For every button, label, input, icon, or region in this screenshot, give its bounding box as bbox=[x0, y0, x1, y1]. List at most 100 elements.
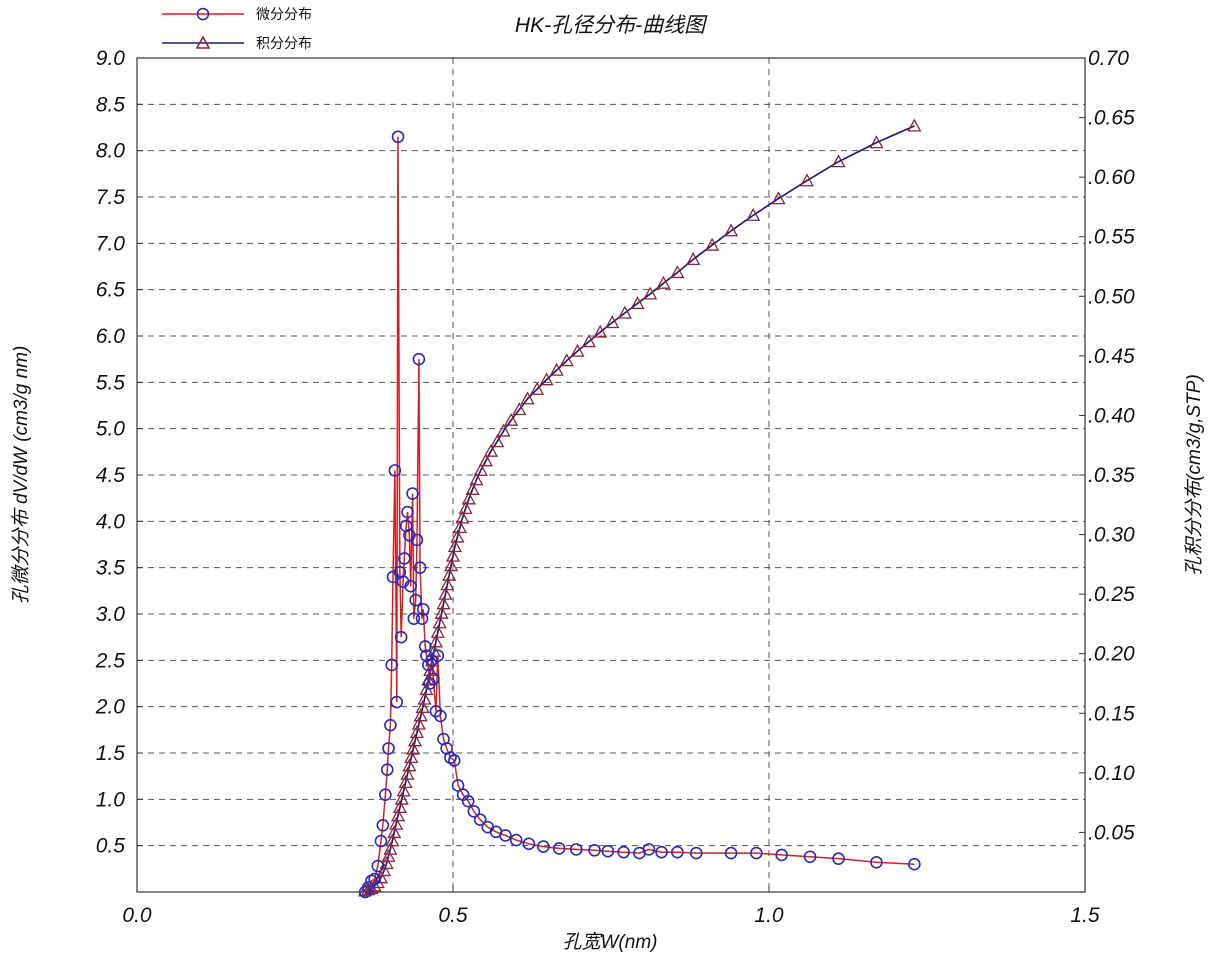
data-point bbox=[376, 818, 390, 832]
data-point bbox=[690, 846, 703, 860]
data-point bbox=[444, 751, 457, 764]
data-point bbox=[407, 612, 421, 625]
y-tick-label: 8.5 bbox=[96, 93, 126, 116]
data-point bbox=[434, 709, 447, 723]
data-point bbox=[390, 695, 404, 709]
y-tick-label: 0.5 bbox=[96, 835, 126, 858]
x-tick-label: 0.5 bbox=[438, 904, 468, 927]
data-point bbox=[499, 829, 512, 842]
data-point bbox=[404, 579, 417, 593]
data-point bbox=[374, 834, 388, 848]
y-tick-label: 9.0 bbox=[96, 47, 126, 70]
data-point bbox=[396, 783, 411, 797]
y-axis-left-ticks: 0.5 1.0 1.5 2.0 2.5 3.0 3.5 4.0 4.5 5.0 5.5 6.0 6.5 7… bbox=[95, 47, 143, 858]
data-point bbox=[483, 443, 499, 457]
data-point bbox=[452, 520, 468, 534]
y-tick-label: 3.5 bbox=[96, 557, 126, 580]
data-point bbox=[409, 593, 423, 607]
y-tick-label: 8.0 bbox=[96, 140, 126, 163]
data-point bbox=[415, 699, 430, 713]
data-point bbox=[705, 237, 720, 251]
data-point bbox=[447, 754, 461, 767]
data-point bbox=[416, 603, 430, 616]
data-point bbox=[539, 372, 554, 386]
y-tick-label: 4.0 bbox=[96, 510, 126, 533]
data-point bbox=[870, 856, 883, 869]
data-point bbox=[428, 634, 444, 648]
data-point bbox=[431, 649, 445, 663]
y-axis-left-label: 孔微分分布 dV/dW (cm3/g nm) bbox=[11, 346, 32, 605]
data-point bbox=[362, 881, 375, 894]
y2-tick-label: .0.45 bbox=[1088, 345, 1135, 368]
data-point bbox=[655, 845, 668, 859]
data-point bbox=[413, 561, 427, 574]
data-point bbox=[537, 840, 550, 853]
data-point bbox=[520, 391, 535, 405]
series-line bbox=[364, 136, 915, 893]
data-point bbox=[444, 558, 459, 572]
data-point bbox=[570, 343, 585, 357]
x-tick-label: 1.0 bbox=[754, 904, 784, 927]
data-point bbox=[469, 472, 484, 486]
y-tick-label: 1.5 bbox=[96, 742, 126, 765]
data-point bbox=[381, 848, 396, 862]
data-point bbox=[383, 841, 398, 855]
y2-tick-label: .0.30 bbox=[1088, 524, 1135, 547]
data-point bbox=[617, 305, 632, 319]
data-point bbox=[407, 733, 423, 747]
data-point bbox=[467, 805, 481, 818]
data-point bbox=[398, 552, 411, 565]
data-point bbox=[425, 654, 438, 667]
data-point bbox=[368, 872, 381, 886]
data-point bbox=[392, 800, 408, 814]
data-point bbox=[417, 691, 432, 705]
legend-item-differential: 微分分布 bbox=[162, 6, 312, 22]
data-point bbox=[450, 529, 465, 543]
data-point bbox=[496, 423, 511, 437]
data-point bbox=[406, 741, 421, 755]
data-point bbox=[398, 775, 413, 789]
data-point bbox=[832, 852, 845, 865]
data-point bbox=[458, 501, 473, 515]
data-point bbox=[461, 794, 475, 808]
data-point bbox=[455, 510, 470, 524]
data-point bbox=[473, 462, 488, 476]
data-point bbox=[869, 135, 884, 149]
data-point bbox=[522, 837, 536, 851]
data-point bbox=[402, 758, 417, 772]
data-point bbox=[385, 658, 398, 672]
data-point bbox=[415, 612, 429, 625]
data-point bbox=[588, 843, 601, 857]
data-point bbox=[432, 615, 447, 629]
data-point bbox=[478, 453, 493, 467]
y2-tick-label: .0.40 bbox=[1088, 404, 1135, 427]
y2-tick-label: .0.50 bbox=[1088, 285, 1135, 308]
legend-label-cumulative: 积分分布 bbox=[256, 35, 312, 51]
data-point bbox=[387, 825, 402, 839]
data-point bbox=[358, 883, 373, 897]
data-point bbox=[473, 813, 487, 827]
data-point bbox=[803, 850, 817, 864]
y-tick-label: 6.5 bbox=[96, 279, 126, 302]
data-point bbox=[750, 846, 763, 860]
data-point bbox=[411, 716, 426, 730]
y-tick-label: 1.0 bbox=[96, 788, 126, 811]
data-point bbox=[908, 857, 921, 871]
y2-tick-label: 0.70 bbox=[1088, 47, 1129, 70]
data-point bbox=[430, 624, 445, 638]
series-line bbox=[364, 125, 915, 892]
y-tick-label: 4.5 bbox=[96, 464, 126, 487]
data-point bbox=[601, 844, 615, 858]
data-point bbox=[389, 816, 404, 830]
data-point bbox=[418, 640, 432, 653]
y2-tick-label: .0.15 bbox=[1088, 702, 1135, 725]
y-tick-label: 5.5 bbox=[96, 371, 126, 394]
y-tick-label: 2.0 bbox=[95, 696, 126, 719]
legend: 微分分布 积分分布 bbox=[162, 6, 312, 51]
data-point bbox=[371, 859, 385, 873]
data-point bbox=[799, 173, 815, 187]
data-point bbox=[388, 464, 402, 477]
data-point bbox=[686, 251, 701, 266]
data-point bbox=[438, 586, 453, 600]
data-point bbox=[361, 882, 376, 896]
